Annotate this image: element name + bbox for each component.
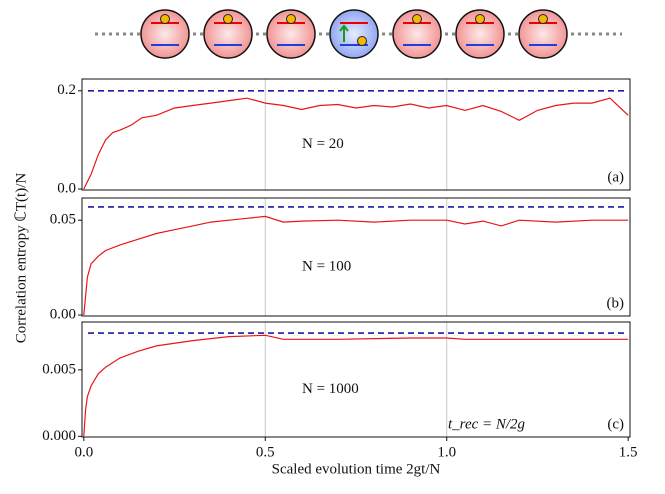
y-tick-label: 0.2	[57, 82, 76, 98]
electron	[160, 14, 170, 24]
x-tick-label: 0.5	[256, 444, 275, 460]
y-tick-label: 0.05	[50, 212, 76, 228]
x-tick-label: 0.0	[74, 444, 93, 460]
y-axis-label: Correlation entropy ℂT(t)/N	[13, 173, 29, 344]
panel-label: (a)	[607, 169, 624, 185]
atom	[329, 9, 379, 59]
panel-label: (b)	[607, 295, 625, 311]
y-tick-label: 0.00	[50, 306, 76, 322]
trec-label: t_rec = N/2g	[448, 416, 526, 432]
electron	[357, 36, 367, 46]
atom-chain-illustration	[95, 9, 622, 59]
electron	[223, 14, 233, 24]
panel-label: (c)	[607, 416, 624, 432]
y-tick-label: 0.005	[42, 361, 76, 377]
excitation-arrow	[339, 24, 349, 42]
data-line	[83, 334, 629, 437]
annotation: N = 20	[302, 136, 344, 152]
y-tick-label: 0.0	[57, 180, 76, 196]
annotation: N = 100	[302, 258, 351, 274]
electron	[538, 14, 548, 24]
x-tick-label: 1.0	[437, 444, 456, 460]
electron	[412, 14, 422, 24]
annotation: N = 1000	[302, 381, 359, 397]
x-axis-label: Scaled evolution time 2gt/N	[272, 461, 441, 477]
data-line	[83, 215, 629, 316]
y-tick-label: 0.000	[42, 428, 76, 444]
plot-frame	[81, 321, 631, 438]
electron	[475, 14, 485, 24]
electron	[286, 14, 296, 24]
x-tick-label: 1.5	[619, 444, 638, 460]
data-line	[83, 97, 629, 190]
plot-frame	[81, 197, 631, 317]
plot-frame	[81, 78, 631, 191]
